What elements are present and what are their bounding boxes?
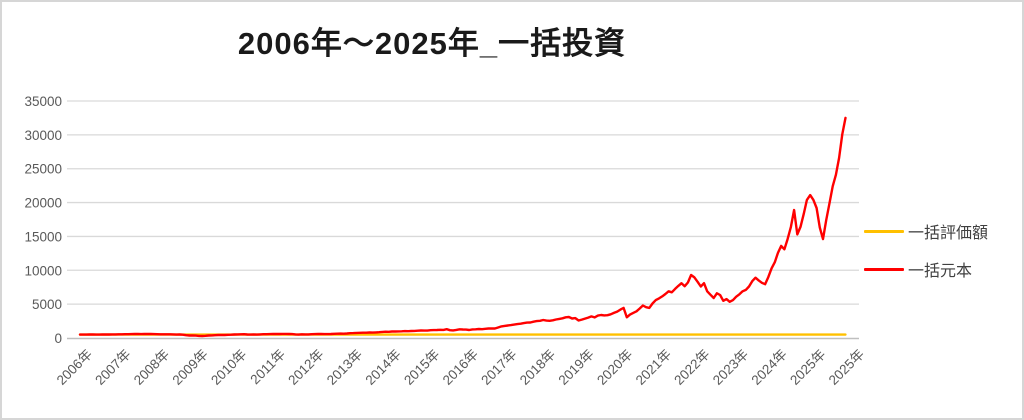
- svg-text:2020年: 2020年: [594, 347, 635, 388]
- svg-text:2024年: 2024年: [749, 347, 790, 388]
- chart-legend: 一括評価額 一括元本: [864, 212, 988, 288]
- principal-line-swatch-icon: [864, 267, 904, 271]
- svg-text:2013年: 2013年: [324, 347, 365, 388]
- svg-text:2006年: 2006年: [54, 347, 95, 388]
- svg-text:10000: 10000: [24, 263, 62, 278]
- svg-text:2008年: 2008年: [131, 347, 172, 388]
- legend-label-valuation: 一括評価額: [908, 225, 989, 242]
- svg-text:2015年: 2015年: [401, 347, 442, 388]
- svg-text:2018年: 2018年: [517, 347, 558, 388]
- svg-text:2025年: 2025年: [787, 347, 828, 388]
- chart-title: 2006年～2025年_一括投資: [237, 26, 627, 61]
- svg-text:2012年: 2012年: [285, 347, 326, 388]
- svg-text:2014年: 2014年: [363, 347, 404, 388]
- svg-text:2019年: 2019年: [556, 347, 597, 388]
- svg-text:2009年: 2009年: [170, 347, 211, 388]
- svg-text:2016年: 2016年: [440, 347, 481, 388]
- svg-text:35000: 35000: [24, 94, 62, 109]
- svg-text:2023年: 2023年: [710, 347, 751, 388]
- legend-item-valuation: 一括評価額: [864, 212, 988, 250]
- svg-text:2021年: 2021年: [633, 347, 674, 388]
- svg-text:20000: 20000: [24, 196, 62, 211]
- svg-text:5000: 5000: [32, 297, 62, 312]
- svg-text:2007年: 2007年: [92, 347, 133, 388]
- x-axis-labels: 2006年2007年2008年2009年2010年2011年2012年2013年…: [54, 347, 867, 388]
- gridlines: [67, 100, 859, 305]
- y-axis-labels: 0 5000 10000 15000 20000 25000 30000 35000: [24, 94, 62, 346]
- svg-text:2022年: 2022年: [671, 347, 712, 388]
- svg-text:30000: 30000: [24, 128, 62, 143]
- series-line-principal: [78, 116, 847, 338]
- svg-text:15000: 15000: [24, 229, 62, 244]
- svg-text:2010年: 2010年: [208, 347, 249, 388]
- valuation-line-swatch-icon: [864, 229, 904, 233]
- svg-text:2025年: 2025年: [826, 347, 867, 388]
- legend-item-principal: 一括元本: [864, 250, 988, 288]
- svg-text:2017年: 2017年: [478, 347, 519, 388]
- svg-text:0: 0: [54, 331, 62, 346]
- svg-text:25000: 25000: [24, 162, 62, 177]
- legend-label-principal: 一括元本: [908, 263, 973, 280]
- svg-text:2011年: 2011年: [247, 347, 288, 388]
